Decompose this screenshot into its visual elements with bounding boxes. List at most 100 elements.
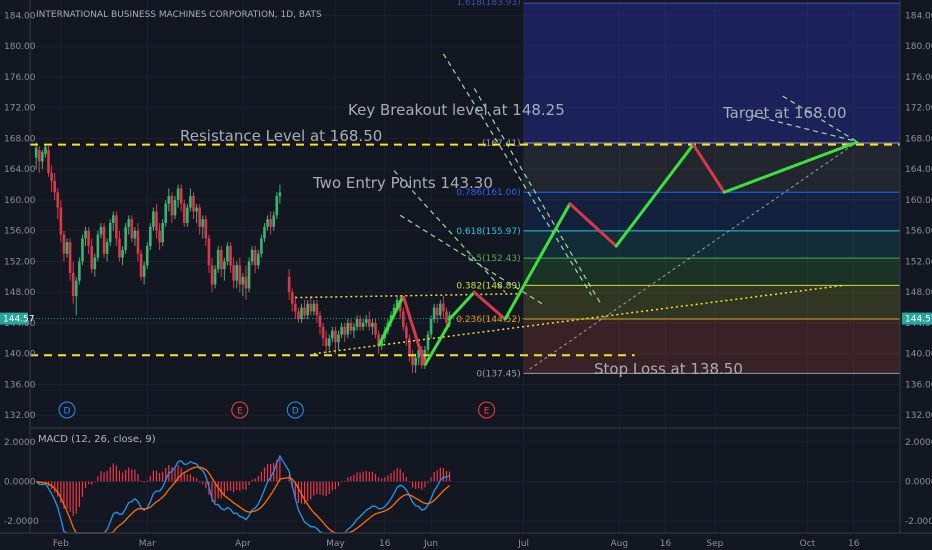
candle	[34, 142, 38, 170]
candle	[343, 322, 346, 343]
candle	[411, 349, 414, 373]
breakout-annotation[interactable]: Key Breakout level at 148.25	[348, 101, 565, 119]
macd-tick-left: 0.0000	[4, 478, 36, 488]
candle	[318, 311, 322, 335]
candle	[149, 222, 152, 250]
candle	[90, 238, 94, 273]
candle-body	[198, 207, 201, 227]
candle	[238, 257, 242, 293]
candle	[244, 265, 248, 300]
candle	[269, 211, 272, 235]
candle-body	[207, 238, 211, 266]
candle	[102, 222, 106, 258]
candle-body	[401, 311, 405, 327]
candle-body	[432, 307, 436, 320]
candle	[253, 246, 257, 273]
candle	[155, 203, 158, 239]
price-tick-left: 172.00	[4, 104, 36, 114]
price-tick-right: 156.00	[905, 227, 932, 237]
price-tick-right: 152.00	[905, 257, 932, 267]
candle-body	[364, 319, 368, 323]
stop-loss-annotation[interactable]: Stop Loss at 138.50	[594, 360, 743, 378]
candle-body	[247, 261, 251, 289]
time-tick: May	[326, 539, 345, 549]
candle	[189, 188, 192, 212]
candle-body	[62, 234, 66, 254]
candle	[229, 242, 232, 273]
candle-body	[41, 152, 44, 162]
macd-pane	[30, 441, 900, 534]
candle	[334, 326, 337, 354]
time-tick: 16	[848, 539, 860, 549]
candle-body	[189, 196, 192, 208]
time-tick: Jun	[423, 539, 438, 549]
candle-body	[290, 292, 294, 304]
candle	[158, 222, 161, 250]
candle	[321, 322, 325, 347]
candle	[371, 319, 374, 335]
swing-segment	[423, 322, 451, 367]
fib-level-label: 0.5(152.43)	[468, 254, 521, 264]
candle-body	[78, 261, 81, 281]
candle	[53, 173, 56, 200]
candle	[300, 303, 303, 323]
candle	[287, 269, 291, 300]
candle	[364, 315, 368, 327]
candle	[164, 199, 168, 227]
candle-body	[439, 303, 442, 316]
price-tick-left: 176.00	[4, 73, 36, 83]
entry-guide-2	[399, 214, 543, 305]
time-tick: Jul	[517, 539, 529, 549]
fibonacci-retracement[interactable]: 1.618(183.93) (167.41) 0.786(161.00) 0.618(…	[456, 0, 900, 379]
candle-body	[250, 249, 254, 262]
candle-body	[71, 272, 75, 297]
candle	[439, 299, 442, 320]
candle-body	[53, 180, 56, 193]
candle	[115, 211, 118, 247]
candle-body	[266, 219, 269, 227]
candle	[358, 315, 362, 331]
target-guide-1	[751, 114, 857, 143]
price-tick-left: 132.00	[4, 411, 36, 421]
candle	[195, 203, 198, 223]
candle-body	[74, 280, 78, 297]
event-label: E	[484, 407, 490, 417]
candle-body	[423, 349, 427, 366]
candle-body	[47, 149, 50, 174]
candle	[62, 230, 66, 262]
candle	[306, 299, 309, 320]
resistance-annotation[interactable]: Resistance Level at 168.50	[180, 127, 382, 145]
candle	[56, 188, 60, 220]
candle	[226, 242, 229, 266]
candle	[442, 296, 445, 320]
macd-title: MACD (12, 26, close, 9)	[38, 434, 156, 445]
candle	[401, 307, 405, 331]
price-tick-right: 172.00	[905, 104, 932, 114]
candle-body	[115, 215, 118, 239]
candle-body	[176, 188, 180, 200]
candle-body	[226, 246, 229, 262]
candle-body	[435, 307, 439, 316]
candle	[275, 192, 279, 220]
price-tick-left: 148.00	[4, 288, 36, 298]
two-entry-annotation[interactable]: Two Entry Points 143.30	[312, 174, 493, 192]
price-tick-right: 148.00	[905, 288, 932, 298]
candle	[152, 207, 155, 231]
candle	[312, 299, 316, 316]
candle	[241, 272, 245, 297]
target-annotation[interactable]: Target at 168.00	[722, 104, 847, 122]
current-price-label-right: 144.57	[905, 315, 932, 325]
candle-series	[34, 142, 451, 373]
candle-body	[395, 299, 399, 308]
candle	[355, 315, 359, 331]
candle	[173, 196, 177, 220]
candle	[294, 296, 297, 320]
candle-body	[371, 322, 374, 327]
candle-body	[269, 219, 272, 227]
event-circle	[231, 401, 249, 419]
drawings-layer[interactable]	[30, 53, 900, 370]
candle	[204, 215, 208, 247]
time-tick: Oct	[800, 539, 816, 549]
